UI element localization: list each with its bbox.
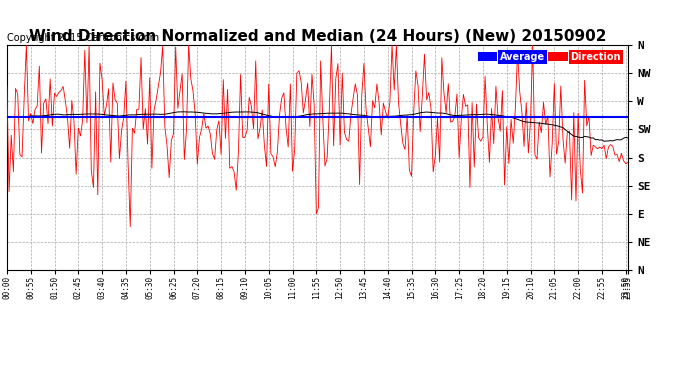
Text: Copyright 2015 Cartronics.com: Copyright 2015 Cartronics.com: [7, 33, 159, 43]
Legend: Average, Direction: Average, Direction: [476, 50, 623, 64]
Title: Wind Direction Normalized and Median (24 Hours) (New) 20150902: Wind Direction Normalized and Median (24…: [29, 29, 606, 44]
